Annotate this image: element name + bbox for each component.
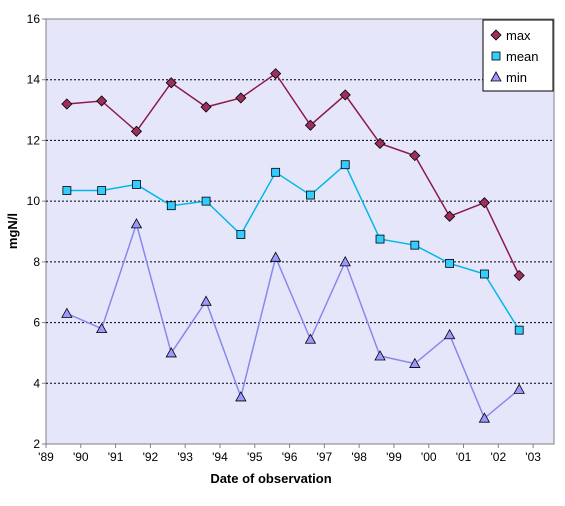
point-max: [374, 137, 386, 150]
legend-marker-mean: [491, 51, 501, 61]
x-axis-title: Date of observation: [210, 471, 331, 486]
gridlines: [46, 79, 554, 384]
y-tick-label: 6: [33, 316, 40, 330]
y-tick-label: 4: [33, 376, 40, 390]
point-mean: [340, 160, 350, 170]
series-line-mean: [66, 163, 520, 331]
point-min: [235, 391, 247, 402]
point-mean: [166, 201, 176, 211]
point-max: [270, 68, 282, 80]
legend: max mean min: [482, 19, 554, 92]
x-tick-label: '93: [177, 450, 193, 464]
point-max: [130, 125, 143, 137]
x-tick-label: '00: [421, 450, 437, 464]
point-min: [339, 256, 351, 267]
x-tick-label: '01: [456, 450, 472, 464]
legend-label-mean: mean: [506, 49, 539, 64]
y-tick-label: 2: [33, 437, 40, 451]
point-max: [61, 98, 73, 110]
point-min: [61, 307, 73, 318]
point-min: [130, 218, 143, 229]
y-axis-title: mgN/l: [5, 213, 20, 249]
legend-label-max: max: [506, 28, 531, 43]
point-max: [200, 101, 212, 113]
series-layer: [61, 68, 525, 423]
point-max: [444, 210, 456, 222]
y-tick-label: 12: [27, 133, 41, 147]
x-tick-label: '98: [351, 450, 367, 464]
x-tick-label: '97: [317, 450, 333, 464]
point-max: [478, 197, 490, 209]
x-tick-label: '92: [143, 450, 159, 464]
point-min: [478, 412, 491, 423]
y-tick-label: 16: [27, 12, 41, 26]
point-mean: [445, 258, 455, 268]
x-tick-label: '03: [525, 450, 541, 464]
point-mean: [62, 186, 72, 195]
point-max: [339, 89, 351, 101]
point-min: [269, 251, 282, 262]
point-max: [304, 119, 317, 131]
x-tick-label: '91: [108, 450, 124, 464]
point-mean: [410, 240, 420, 250]
point-mean: [236, 230, 246, 239]
point-mean: [97, 186, 107, 195]
point-min: [513, 383, 525, 394]
legend-label-min: min: [506, 70, 527, 85]
x-tick-label: '95: [247, 450, 263, 464]
point-mean: [201, 196, 211, 206]
point-mean: [480, 269, 489, 279]
legend-marker-min: [490, 71, 502, 82]
x-tick-label: '96: [282, 450, 298, 464]
series-line-max: [66, 72, 520, 276]
point-max: [409, 150, 421, 162]
point-max: [165, 77, 177, 89]
y-tick-label: 8: [33, 255, 40, 269]
x-tick-label: '02: [491, 450, 507, 464]
y-tick-label: 14: [27, 73, 41, 87]
point-min: [443, 328, 456, 340]
x-axis: '89 '90 '91 '92 '93 '94 '95 '96 '97 '98 '99 '00 '01 '…: [38, 444, 541, 464]
point-mean: [514, 325, 524, 335]
point-min: [304, 333, 317, 344]
point-min: [200, 295, 212, 306]
point-max: [235, 92, 247, 104]
point-min: [165, 347, 177, 358]
point-mean: [132, 180, 141, 189]
point-mean: [271, 167, 281, 177]
plot-area: [45, 18, 555, 445]
point-min: [409, 357, 421, 368]
y-tick-label: 10: [27, 194, 41, 208]
y-axis: 2 4 6 8 10 12 14 16: [27, 12, 46, 451]
point-min: [95, 322, 108, 334]
point-max: [96, 95, 108, 107]
point-max: [513, 269, 525, 282]
point-mean: [306, 190, 315, 200]
x-tick-label: '99: [386, 450, 402, 464]
series-line-min: [66, 221, 520, 420]
x-tick-label: '94: [212, 450, 228, 464]
point-mean: [375, 234, 385, 244]
legend-marker-max: [490, 29, 502, 41]
point-min: [374, 350, 386, 361]
x-tick-label: '89: [38, 450, 54, 464]
x-tick-label: '90: [73, 450, 89, 464]
